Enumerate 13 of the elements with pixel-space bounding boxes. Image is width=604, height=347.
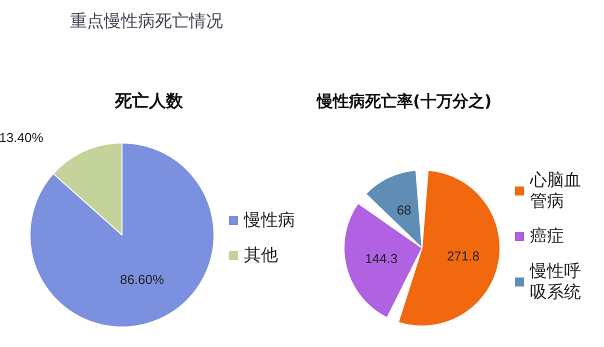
data-label: 271.8 <box>446 248 480 264</box>
chart-subtitle: 死亡人数 <box>114 92 184 112</box>
chart-title: 慢性病死亡率(十万分之) <box>316 92 492 110</box>
legend-label: 其他 <box>244 246 278 266</box>
legend-label: 心脑血管病 <box>529 170 581 212</box>
data-label: 13.40% <box>0 130 44 145</box>
legend-label: 慢性呼吸系统 <box>529 262 581 302</box>
data-label: 68 <box>396 202 412 218</box>
data-label: 86.60% <box>120 272 165 288</box>
chart-title: 重点慢性病死亡情况 <box>70 12 223 32</box>
legend-label: 癌症 <box>530 226 564 246</box>
data-label: 144.3 <box>365 250 398 266</box>
legend-label: 慢性病 <box>243 210 295 230</box>
